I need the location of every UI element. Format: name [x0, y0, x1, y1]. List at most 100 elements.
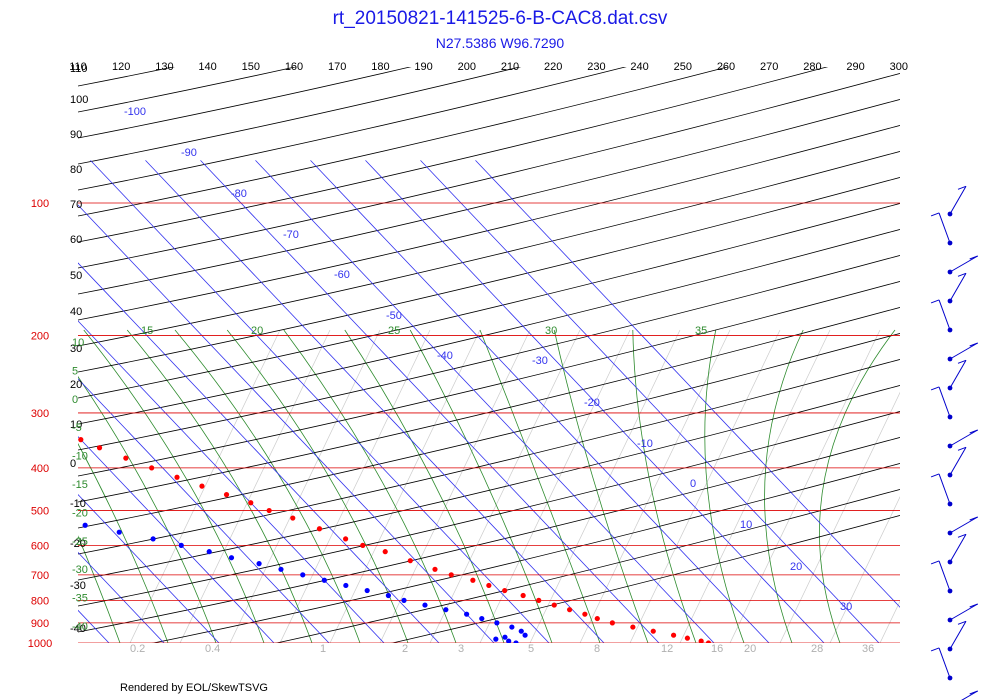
wind-barb [947, 516, 978, 536]
temperature-point [199, 483, 205, 489]
top-axis-label: 270 [760, 61, 778, 73]
temperature-point [343, 536, 349, 542]
pressure-label: 700 [31, 570, 49, 582]
moist-adiabat-label: -5 [72, 422, 82, 434]
dewpoint-point [509, 624, 515, 630]
temperature-point [316, 526, 323, 532]
moist-adiabat-label: 15 [141, 325, 153, 337]
top-axis-label: 250 [674, 61, 692, 73]
dewpoint-point [494, 620, 500, 626]
moist-adiabat [704, 329, 745, 643]
dry-adiabat [390, 514, 900, 643]
temperature-point [594, 615, 600, 622]
wind-barb-staff [938, 473, 951, 505]
wind-barb-feather [930, 647, 940, 652]
isotherm-label: 20 [790, 561, 802, 573]
chart-subtitle: N27.5386 W96.7290 [435, 35, 565, 51]
temperature-point [123, 455, 129, 461]
wind-barb [947, 429, 978, 449]
moist-adiabat-label: 5 [72, 365, 78, 377]
dry-adiabat [78, 67, 297, 113]
moist-adiabat-label: -30 [72, 564, 88, 576]
wind-barb-staff [949, 429, 978, 447]
mixing-ratio-label: 0.2 [130, 643, 145, 655]
temperature-point [684, 635, 691, 641]
wind-barb-feather [957, 272, 967, 277]
wind-barb-staff [949, 273, 967, 302]
temperature-point [502, 587, 508, 594]
wind-barb-staff [949, 255, 978, 273]
moist-adiabat [764, 329, 804, 643]
isotherm [78, 262, 440, 643]
dewpoint-point [513, 640, 519, 643]
mixing-ratio-line [279, 329, 431, 643]
wind-barb-feather [969, 255, 978, 260]
dry-adiabat [78, 306, 900, 503]
top-axis-label: 190 [414, 61, 432, 73]
wind-barb-feather [957, 185, 967, 190]
mixing-ratio-line [829, 496, 900, 643]
potential-temp-label: 80 [70, 164, 82, 176]
dry-adiabat [78, 124, 900, 321]
isotherm-label: 0 [690, 478, 696, 490]
dewpoint-point [150, 536, 156, 542]
dry-adiabat [78, 384, 900, 581]
wind-barb-staff [949, 447, 967, 476]
isotherm [78, 493, 220, 643]
wind-barb-station [947, 646, 953, 652]
isotherm [475, 160, 900, 608]
temperature-point [248, 500, 254, 506]
chart-title: rt_20150821-141525-6-B-CAC8.dat.csv [332, 8, 668, 29]
temperature-point [609, 620, 615, 626]
mixing-ratio-label: 3 [458, 643, 464, 655]
pressure-label: 300 [31, 408, 49, 420]
potential-temp-label: 100 [70, 94, 88, 106]
wind-barb-feather [969, 342, 978, 347]
temperature-point [149, 465, 155, 471]
potential-temp-label: -30 [70, 580, 86, 592]
wind-barb-staff [949, 360, 967, 389]
dewpoint-point [343, 582, 349, 589]
temperature-point [470, 577, 476, 583]
dewpoint-point [300, 572, 306, 578]
dry-adiabat [78, 228, 900, 425]
dry-adiabat [78, 67, 829, 243]
wind-barb-station [947, 588, 953, 594]
wind-barb-staff [961, 690, 978, 700]
dry-adiabat [151, 462, 900, 643]
pressure-label: 200 [31, 330, 49, 342]
wind-barb-feather [930, 560, 940, 565]
dewpoint-point [493, 636, 499, 642]
wind-barb-staff [938, 212, 951, 244]
isotherm [365, 160, 825, 643]
potential-temp-label: -40 [70, 623, 86, 635]
wind-barb [930, 299, 953, 333]
wind-barb-feather [930, 212, 940, 217]
mixing-ratio-line [329, 329, 481, 643]
wind-barb-station [947, 414, 953, 420]
wind-barb-staff [949, 186, 967, 215]
potential-temp-label: 50 [70, 270, 82, 282]
wind-barb-staff [938, 386, 951, 418]
dewpoint-point [116, 529, 122, 535]
dewpoint-point [278, 566, 284, 572]
isotherm-label: -40 [437, 350, 453, 362]
wind-barb-staff [949, 534, 967, 563]
wind-barb-staff [949, 516, 978, 534]
dry-adiabat [78, 410, 900, 607]
render-credit: Rendered by EOL/SkewTSVG [120, 682, 268, 694]
temperature-point [360, 542, 366, 548]
potential-temp-label: 40 [70, 306, 82, 318]
dewpoint-point [522, 632, 528, 638]
temperature-point [290, 515, 296, 521]
temperature-point [96, 445, 103, 451]
isotherm-label: -90 [181, 147, 197, 159]
wind-barb-feather [930, 473, 940, 478]
moist-adiabat [344, 329, 505, 643]
moist-adiabat-label: 25 [388, 325, 400, 337]
wind-barb-station [947, 443, 953, 449]
wind-barb [930, 212, 953, 246]
wind-barb-staff [938, 299, 951, 331]
dewpoint-point [506, 638, 512, 643]
dry-adiabat [78, 176, 900, 373]
